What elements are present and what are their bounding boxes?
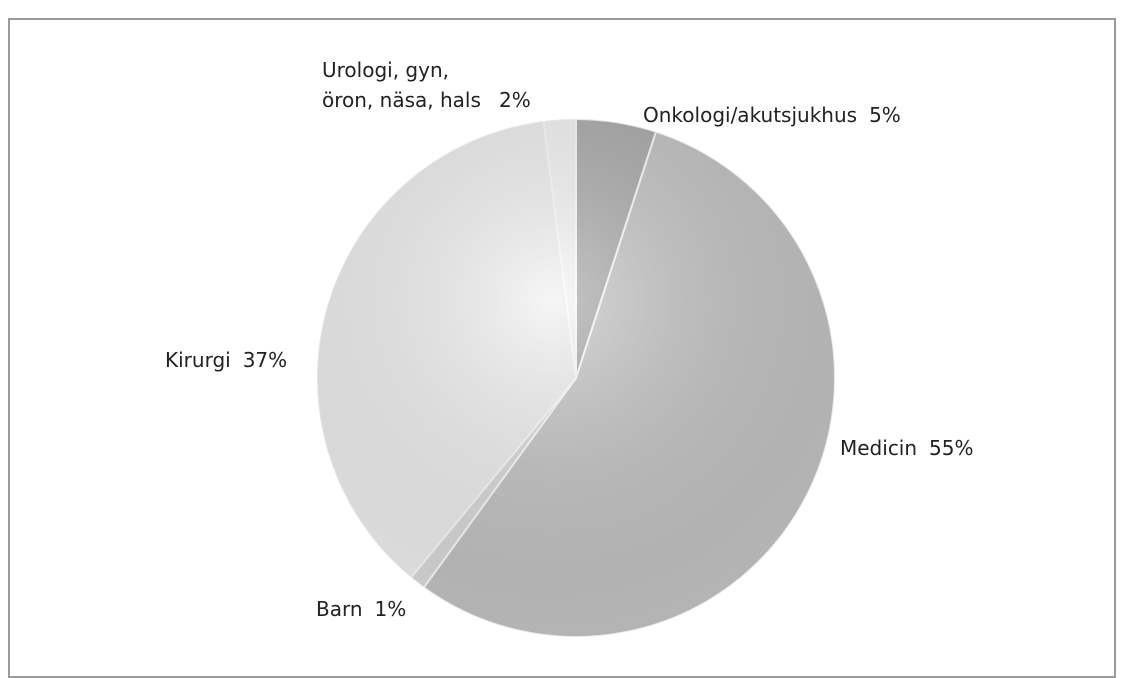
slice-label: Onkologi/akutsjukhus 5% <box>643 100 901 130</box>
chart <box>316 117 836 638</box>
value-label: 1% <box>374 597 407 621</box>
value-label: 5% <box>869 103 901 127</box>
category-label: Medicin <box>840 436 918 460</box>
category-label: Onkologi/akutsjukhus <box>643 103 858 127</box>
category-label: Barn <box>316 597 363 621</box>
slice-label: Kirurgi 37% <box>165 345 287 375</box>
value-label: 55% <box>929 436 974 460</box>
value-label: 2% <box>499 88 531 112</box>
category-label: Kirurgi <box>165 348 231 372</box>
page: (() => { const data = JSON.parse(documen… <box>8 18 1116 678</box>
category-label: Urologi, gyn, öron, näsa, hals <box>322 58 481 112</box>
slice-label: Barn 1% <box>316 594 406 624</box>
value-label: 37% <box>242 348 288 372</box>
slice-label: Urologi, gyn, öron, näsa, hals 2% <box>322 55 531 115</box>
slice-label: Medicin 55% <box>840 433 974 463</box>
